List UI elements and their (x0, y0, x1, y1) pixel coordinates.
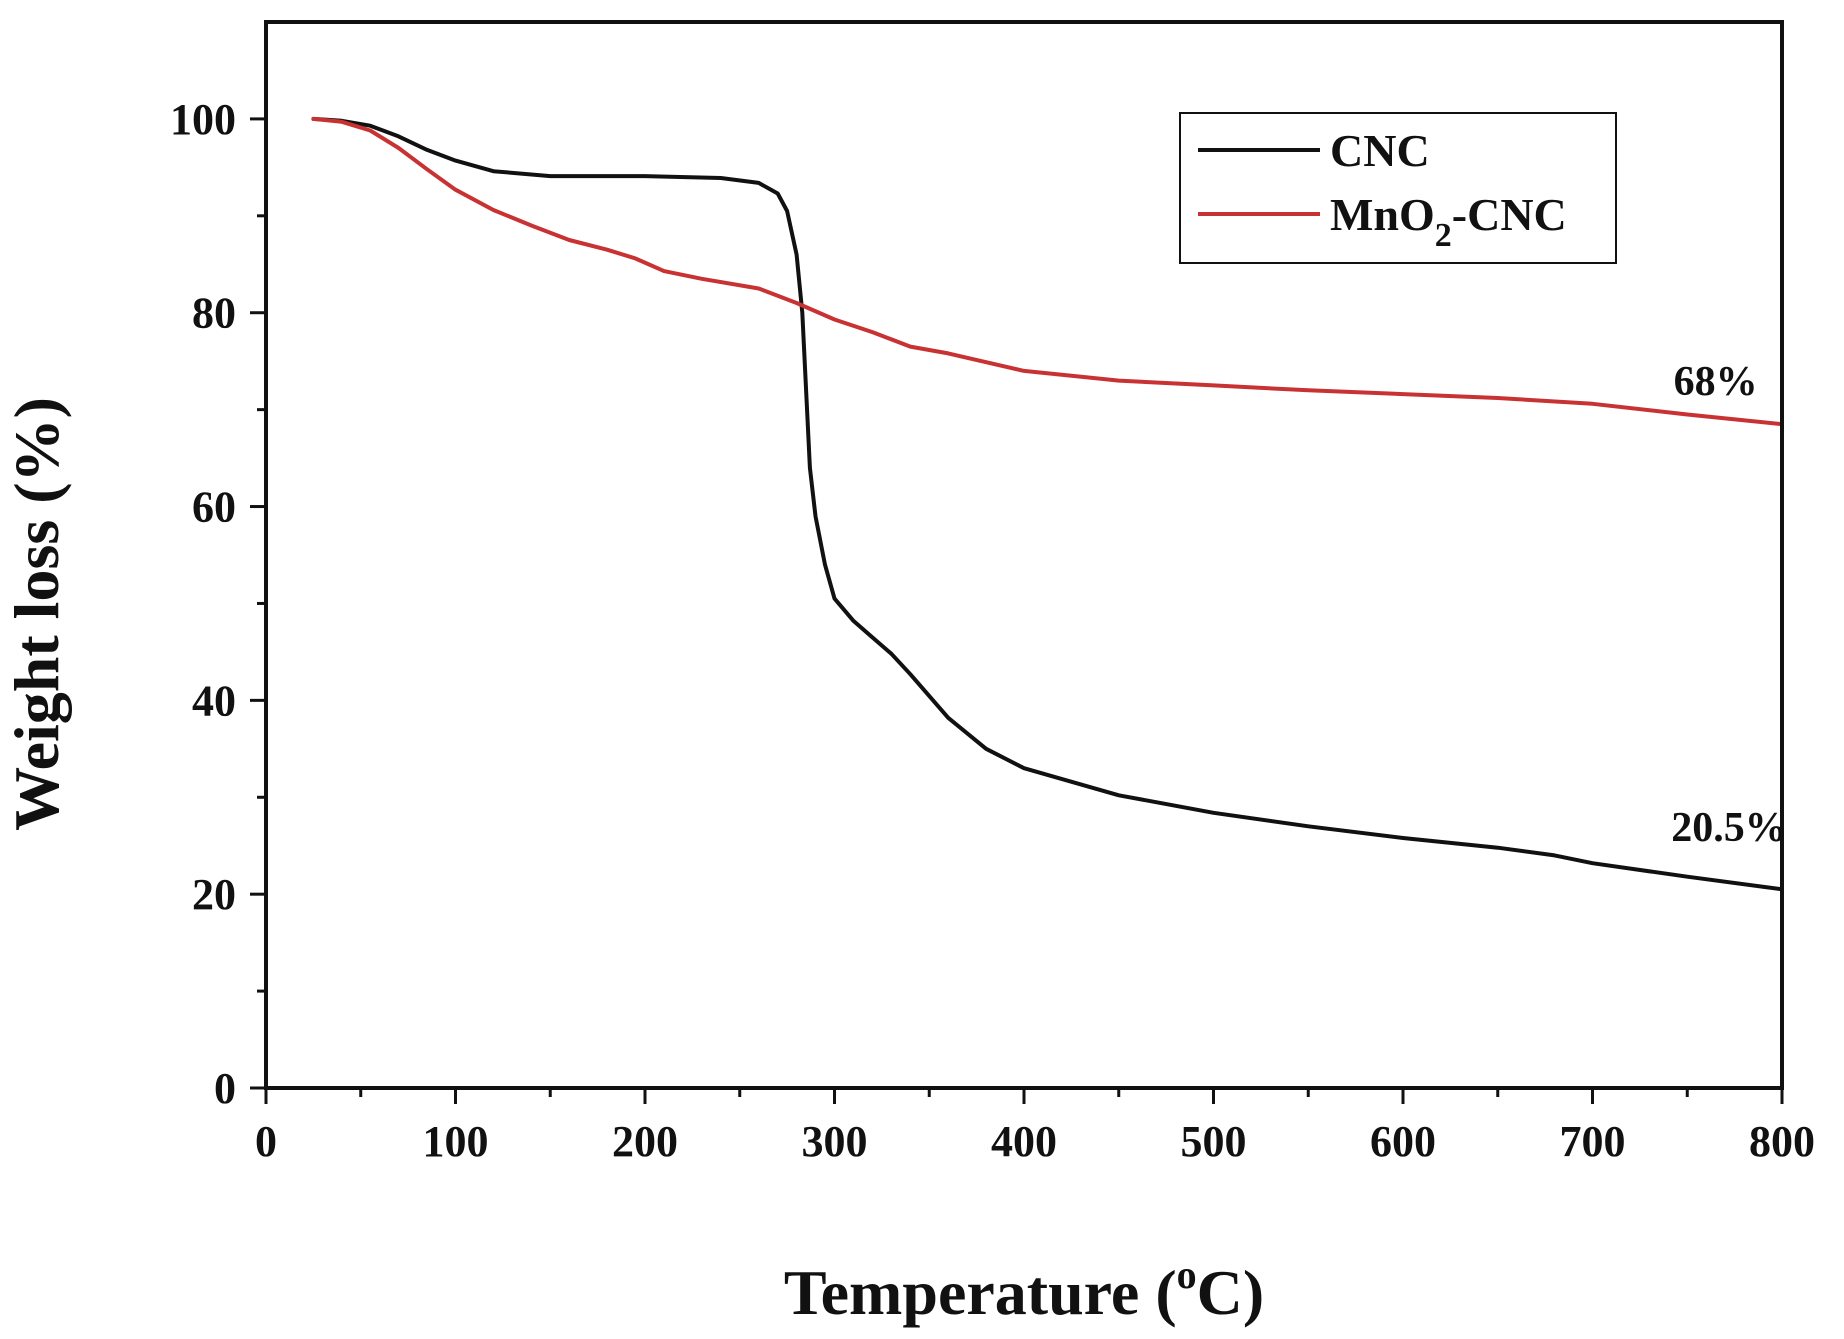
legend-box (1179, 112, 1617, 264)
y-tick-label: 20 (192, 870, 236, 919)
series-line-mno2-cnc (311, 116, 1784, 427)
x-tick-label: 600 (1370, 1117, 1436, 1166)
legend-label-mno2-cnc: MnO2-CNC (1330, 189, 1567, 254)
y-tick-label: 60 (192, 483, 236, 532)
y-axis-title: Weight loss (%) (1, 397, 72, 831)
y-tick-label: 0 (214, 1064, 236, 1113)
y-tick-label: 40 (192, 676, 236, 725)
y-tick-label: 80 (192, 289, 236, 338)
annotation-label: 68% (1674, 359, 1758, 405)
legend: CNC MnO2-CNC (1179, 112, 1617, 264)
annotation-layer: 68% 20.5% (1671, 359, 1787, 851)
x-tick-label: 200 (612, 1117, 678, 1166)
series-layer (311, 116, 1784, 892)
ticks-layer: 0 100 200 300 400 500 600 700 800 0 20 40 60 80 100 (170, 95, 1815, 1166)
x-tick-label: 300 (802, 1117, 868, 1166)
x-tick-label: 500 (1181, 1117, 1247, 1166)
x-tick-label: 100 (423, 1117, 489, 1166)
legend-label-cnc: CNC (1330, 125, 1430, 176)
y-tick-label: 100 (170, 95, 236, 144)
x-tick-label: 800 (1749, 1117, 1815, 1166)
series-line-cnc (311, 116, 1784, 892)
annotation-label: 20.5% (1671, 805, 1787, 851)
x-axis-title: Temperature (oC) (784, 1252, 1264, 1328)
x-tick-label: 400 (991, 1117, 1057, 1166)
x-tick-label: 0 (255, 1117, 277, 1166)
x-tick-label: 700 (1560, 1117, 1626, 1166)
